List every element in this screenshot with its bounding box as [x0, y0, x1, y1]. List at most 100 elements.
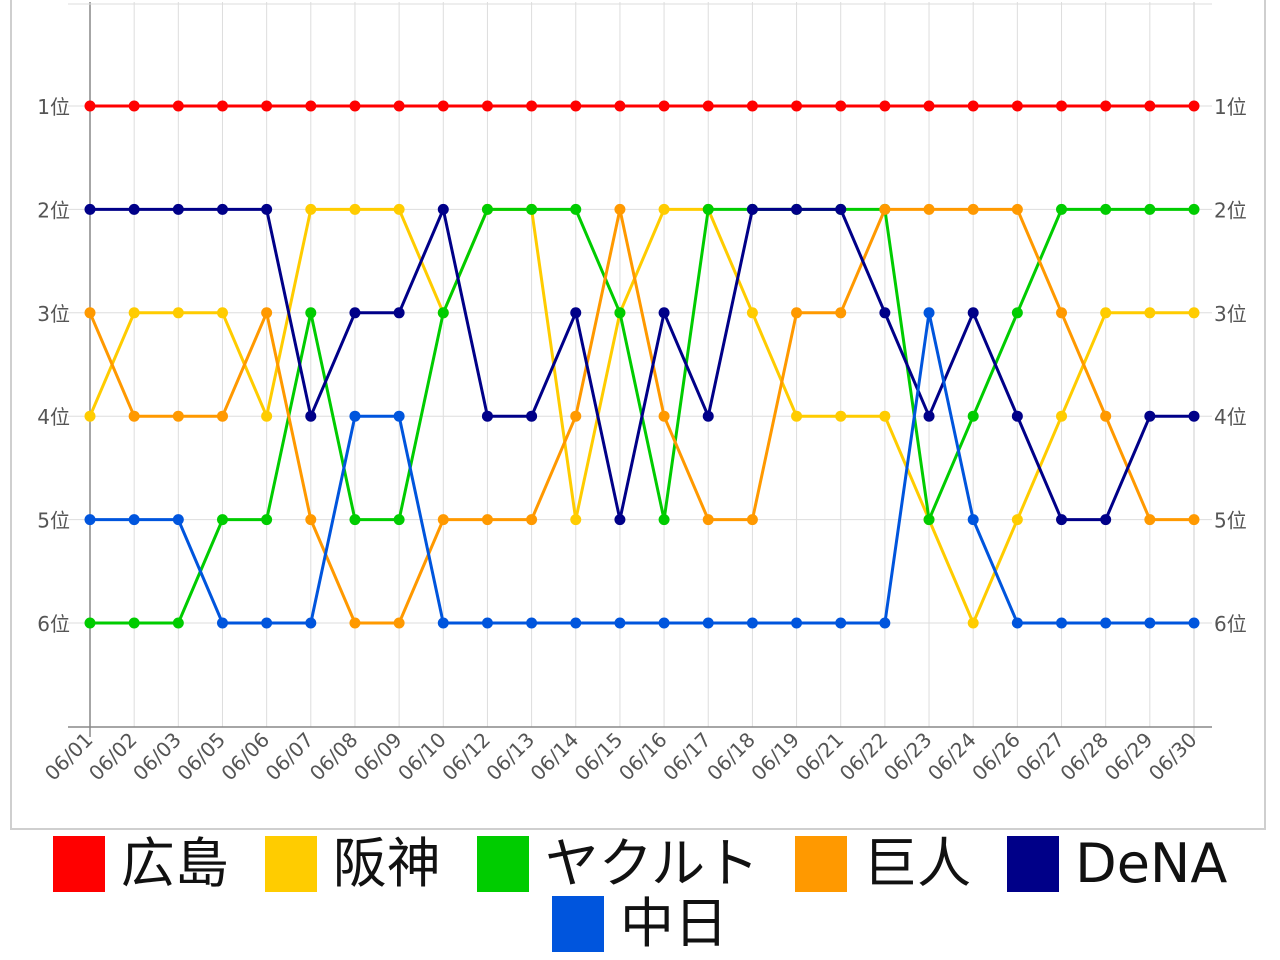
data-point — [393, 100, 405, 112]
data-point — [967, 100, 979, 112]
data-point — [349, 514, 361, 526]
data-point — [172, 514, 184, 526]
x-tick-label: 06/28 — [1055, 728, 1113, 786]
data-point — [305, 203, 317, 215]
data-point — [305, 617, 317, 629]
y-tick-label-left: 5位 — [37, 509, 70, 533]
data-point — [128, 617, 140, 629]
data-point — [967, 617, 979, 629]
data-point — [1100, 617, 1112, 629]
data-point — [746, 514, 758, 526]
data-point — [1144, 307, 1156, 319]
data-point — [614, 307, 626, 319]
y-tick-label-left: 2位 — [37, 198, 70, 222]
data-point — [923, 100, 935, 112]
legend-label: DeNA — [1075, 832, 1228, 895]
data-point — [84, 617, 96, 629]
x-tick-label: 06/09 — [349, 728, 407, 786]
data-point — [658, 203, 670, 215]
data-point — [835, 203, 847, 215]
data-point — [216, 410, 228, 422]
data-point — [261, 514, 273, 526]
data-point — [791, 307, 803, 319]
data-point — [1056, 617, 1068, 629]
data-point — [526, 203, 538, 215]
data-point — [305, 410, 317, 422]
data-point — [923, 410, 935, 422]
x-tick-label: 06/30 — [1144, 728, 1202, 786]
data-point — [967, 410, 979, 422]
x-tick-label: 06/26 — [967, 728, 1025, 786]
data-point — [393, 514, 405, 526]
x-tick-label: 06/29 — [1100, 728, 1158, 786]
data-point — [526, 617, 538, 629]
y-tick-label-left: 1位 — [37, 95, 70, 119]
data-point — [879, 617, 891, 629]
data-point — [702, 514, 714, 526]
data-point — [923, 514, 935, 526]
data-point — [481, 203, 493, 215]
data-point — [835, 100, 847, 112]
data-point — [393, 307, 405, 319]
data-point — [1011, 617, 1023, 629]
y-tick-label-right: 3位 — [1214, 302, 1247, 326]
data-point — [84, 514, 96, 526]
data-point — [1056, 100, 1068, 112]
data-point — [702, 410, 714, 422]
x-tick-label: 06/23 — [879, 728, 937, 786]
data-point — [84, 203, 96, 215]
data-point — [216, 100, 228, 112]
data-point — [305, 307, 317, 319]
data-point — [1100, 410, 1112, 422]
data-point — [84, 307, 96, 319]
data-point — [967, 307, 979, 319]
data-point — [128, 203, 140, 215]
data-point — [879, 410, 891, 422]
data-point — [791, 410, 803, 422]
data-point — [393, 617, 405, 629]
data-point — [526, 410, 538, 422]
data-point — [879, 100, 891, 112]
data-point — [172, 203, 184, 215]
data-point — [481, 410, 493, 422]
data-point — [1056, 410, 1068, 422]
legend-label: 阪神 — [332, 832, 441, 895]
data-point — [658, 617, 670, 629]
y-tick-label-right: 1位 — [1214, 95, 1247, 119]
x-tick-label: 06/21 — [791, 728, 849, 786]
data-point — [128, 100, 140, 112]
data-point — [437, 514, 449, 526]
y-tick-label-right: 6位 — [1214, 612, 1247, 636]
data-point — [570, 617, 582, 629]
data-point — [481, 514, 493, 526]
data-point — [570, 514, 582, 526]
data-point — [746, 203, 758, 215]
data-point — [437, 203, 449, 215]
x-tick-label: 06/27 — [1011, 728, 1069, 786]
x-tick-label: 06/19 — [746, 728, 804, 786]
data-point — [84, 410, 96, 422]
x-tick-label: 06/10 — [393, 728, 451, 786]
data-point — [437, 100, 449, 112]
data-point — [261, 410, 273, 422]
series-line-4 — [88, 207, 1194, 625]
data-point — [172, 307, 184, 319]
data-point — [1011, 203, 1023, 215]
data-point — [835, 410, 847, 422]
data-point — [570, 203, 582, 215]
x-tick-label: 06/08 — [305, 728, 363, 786]
data-point — [614, 514, 626, 526]
data-point — [526, 514, 538, 526]
data-point — [835, 617, 847, 629]
legend-item: 中日 — [552, 894, 728, 954]
data-point — [1188, 514, 1200, 526]
data-point — [570, 307, 582, 319]
data-point — [393, 203, 405, 215]
legend-label: ヤクルト — [544, 832, 760, 895]
series-line-5 — [90, 207, 1194, 522]
data-point — [967, 203, 979, 215]
data-point — [393, 410, 405, 422]
x-tick-label: 06/01 — [40, 728, 98, 786]
data-point — [1144, 617, 1156, 629]
data-point — [1144, 100, 1156, 112]
